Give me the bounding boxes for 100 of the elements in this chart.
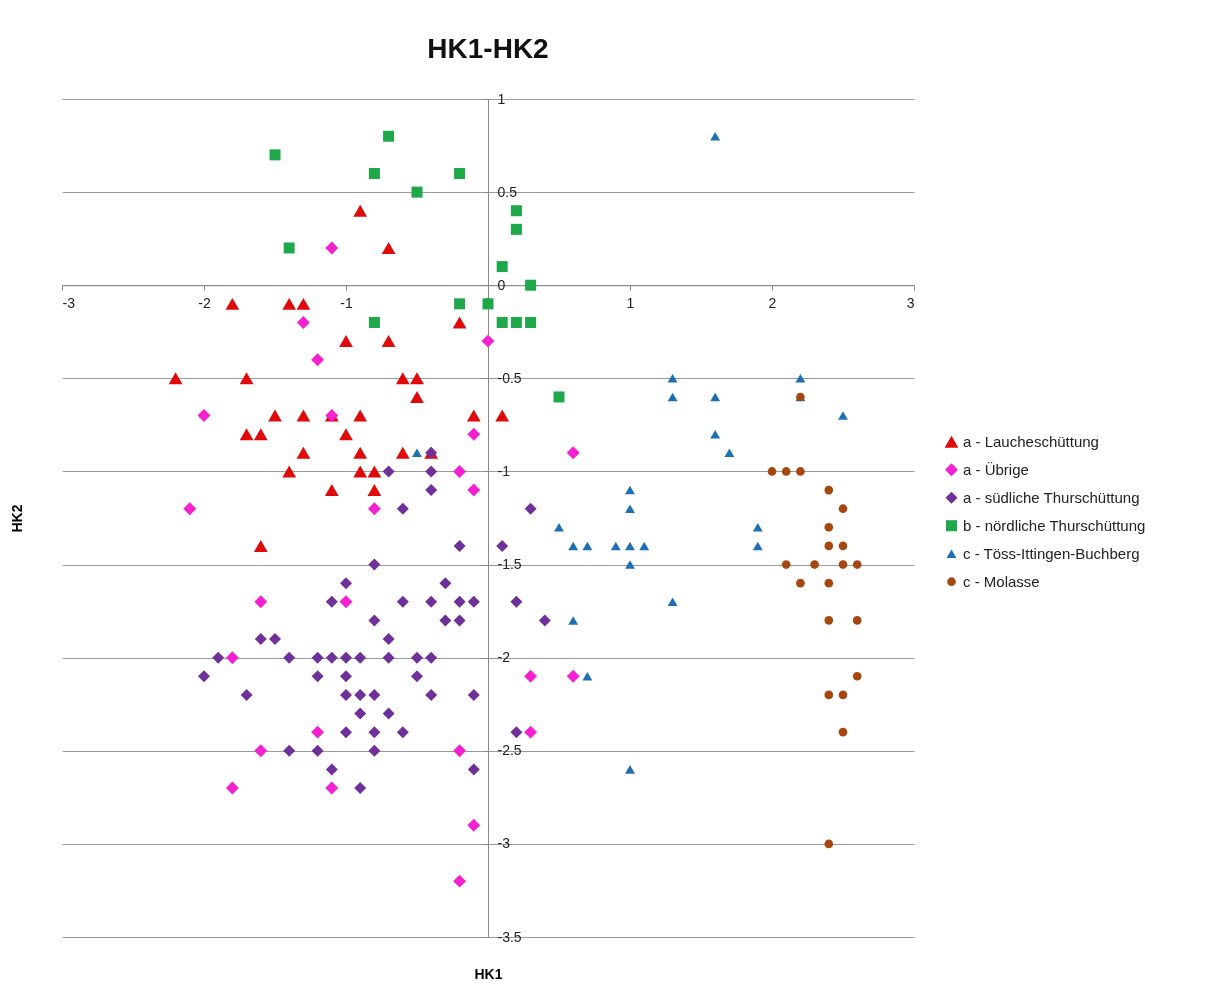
point bbox=[496, 261, 508, 273]
y-tick-label: -1.5 bbox=[497, 556, 522, 573]
point bbox=[368, 688, 381, 701]
point bbox=[639, 541, 650, 551]
point bbox=[239, 428, 254, 441]
point bbox=[838, 411, 848, 420]
point bbox=[625, 560, 635, 569]
point bbox=[824, 541, 834, 551]
point bbox=[311, 725, 325, 739]
point bbox=[781, 467, 791, 476]
point bbox=[838, 690, 848, 700]
point bbox=[425, 651, 438, 664]
point bbox=[353, 409, 368, 422]
point bbox=[667, 374, 678, 383]
point bbox=[796, 578, 805, 588]
point bbox=[282, 297, 297, 310]
point bbox=[396, 595, 409, 608]
y-tick-label: 0 bbox=[497, 276, 506, 293]
point bbox=[439, 614, 452, 627]
x-tick-label: 3 bbox=[906, 294, 915, 311]
point bbox=[568, 616, 579, 625]
point bbox=[311, 651, 324, 664]
point bbox=[625, 765, 635, 774]
point bbox=[383, 130, 395, 142]
point bbox=[525, 316, 537, 328]
point bbox=[568, 541, 579, 551]
point bbox=[824, 522, 834, 532]
point bbox=[381, 242, 396, 254]
point bbox=[410, 372, 424, 385]
point bbox=[852, 560, 862, 569]
point bbox=[354, 707, 367, 720]
point bbox=[395, 372, 410, 385]
point bbox=[667, 392, 678, 402]
x-tick-label: -1 bbox=[340, 294, 353, 311]
point bbox=[296, 297, 311, 310]
point bbox=[225, 297, 240, 310]
point bbox=[225, 781, 239, 795]
point bbox=[311, 670, 324, 683]
point bbox=[425, 595, 438, 608]
point bbox=[239, 372, 254, 385]
point bbox=[582, 541, 593, 551]
point bbox=[452, 316, 467, 329]
x-tick-label: 1 bbox=[626, 294, 635, 311]
point bbox=[439, 577, 452, 590]
point bbox=[395, 446, 410, 459]
point bbox=[824, 839, 834, 849]
point bbox=[625, 485, 635, 495]
y-tick-label: -2 bbox=[497, 649, 511, 666]
point bbox=[325, 781, 339, 795]
point bbox=[795, 374, 806, 383]
point bbox=[467, 483, 481, 497]
point bbox=[367, 502, 381, 516]
point bbox=[325, 763, 338, 776]
point bbox=[296, 316, 310, 329]
point bbox=[524, 502, 537, 515]
point bbox=[425, 688, 438, 701]
point bbox=[710, 131, 721, 141]
point bbox=[396, 502, 409, 515]
point bbox=[368, 558, 381, 571]
point bbox=[510, 205, 522, 217]
point bbox=[752, 541, 763, 551]
point bbox=[353, 465, 368, 478]
point bbox=[467, 818, 481, 832]
point bbox=[553, 391, 565, 403]
y-tick-label: -2.5 bbox=[497, 742, 522, 759]
point bbox=[339, 335, 353, 348]
point bbox=[781, 560, 791, 569]
point bbox=[381, 335, 396, 348]
legend-label: a - Laucheschüttung bbox=[963, 432, 1099, 450]
point bbox=[467, 427, 481, 441]
point bbox=[325, 595, 338, 608]
point bbox=[425, 465, 438, 478]
point bbox=[453, 464, 467, 478]
point bbox=[353, 204, 368, 217]
point bbox=[382, 465, 395, 478]
y-tick-label: -1 bbox=[497, 462, 511, 479]
point bbox=[566, 669, 580, 683]
point bbox=[510, 223, 522, 235]
point bbox=[838, 560, 848, 569]
point bbox=[325, 651, 338, 664]
point bbox=[496, 539, 509, 552]
point bbox=[269, 633, 281, 646]
point bbox=[168, 372, 183, 385]
x-tick-label: -3 bbox=[62, 294, 76, 311]
point bbox=[767, 467, 777, 476]
point bbox=[296, 409, 311, 422]
point bbox=[340, 577, 352, 590]
point bbox=[382, 633, 395, 646]
point bbox=[296, 446, 311, 459]
point bbox=[724, 448, 735, 458]
point bbox=[269, 149, 281, 161]
point bbox=[852, 671, 862, 681]
point bbox=[425, 484, 438, 497]
y-tick-label: -0.5 bbox=[497, 369, 522, 386]
point bbox=[796, 467, 805, 476]
point bbox=[466, 409, 481, 422]
point bbox=[282, 465, 297, 478]
x-axis-title: HK1 bbox=[474, 965, 503, 982]
point bbox=[382, 707, 395, 720]
point bbox=[838, 504, 848, 514]
